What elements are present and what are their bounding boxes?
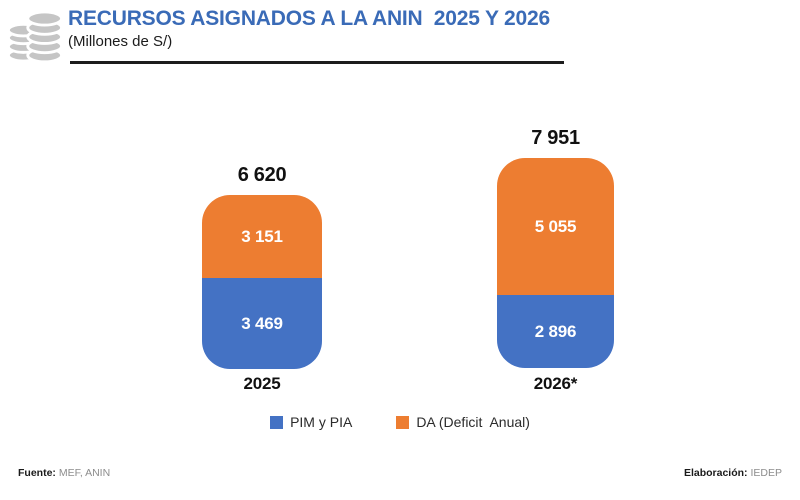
bar-segment-da-2026: 5 055 <box>497 158 614 295</box>
bar-segment-pim-2025: 3 469 <box>202 278 322 369</box>
source-label: Fuente: <box>18 467 56 479</box>
legend-item-da: DA (Deficit Anual) <box>396 414 530 430</box>
legend-label-da: DA (Deficit Anual) <box>416 414 530 430</box>
source-note: Fuente: MEF, ANIN <box>18 467 110 479</box>
elaboration-label: Elaboración: <box>683 467 748 479</box>
coins-stack-icon <box>6 10 64 63</box>
elaboration-note: Elaboración: IEDEP <box>684 467 782 479</box>
bar-segment-pim-2026: 2 896 <box>497 295 614 368</box>
title-underline <box>70 61 564 64</box>
legend-label-pim: PIM y PIA <box>290 414 353 430</box>
total-label-2025: 6 620 <box>237 164 287 186</box>
category-label-2026: 2026* <box>533 374 578 393</box>
category-label-2025: 2025 <box>243 374 281 393</box>
total-label-2026: 7 951 <box>531 127 580 149</box>
elaboration-value: IEDEP <box>750 467 782 479</box>
chart-subtitle: (Millones de S/) <box>68 33 173 50</box>
legend-swatch-pim <box>270 415 284 429</box>
source-value: MEF, ANIN <box>58 467 111 479</box>
chart-title: RECURSOS ASIGNADOS A LA ANIN 2025 Y 2026 <box>68 7 550 30</box>
bar-segment-da-2025: 3 151 <box>202 195 322 278</box>
legend-swatch-da <box>396 415 410 429</box>
legend-item-pim: PIM y PIA <box>270 414 352 430</box>
legend: PIM y PIA DA (Deficit Anual) <box>0 414 800 430</box>
